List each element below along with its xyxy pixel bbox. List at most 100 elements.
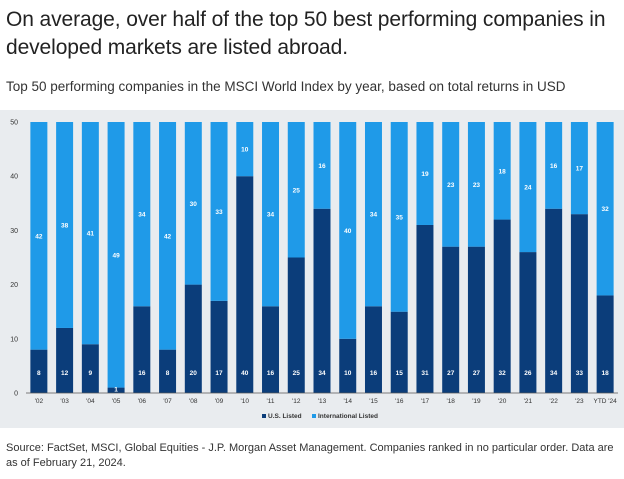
x-tick-label: '20 — [498, 398, 507, 405]
y-tick-label: 30 — [10, 228, 18, 235]
bar-us-listed — [30, 349, 48, 393]
bar-label-international-listed: 23 — [447, 182, 455, 189]
bar-us-listed — [81, 344, 99, 393]
bar-label-us-listed: 16 — [267, 370, 275, 377]
x-tick-label: '10 — [241, 398, 250, 405]
x-tick-label: '15 — [369, 398, 378, 405]
bars: 8 42 12 38 9 41 1 49 16 34 8 42 20 30 17 33 40 10 16 34 25 25… — [30, 122, 614, 394]
stacked-bar-chart: 0 10 20 30 40 50 8 42 12 38 9 41 1 49 16 34 8 42 20 30 17 33… — [10, 120, 618, 420]
bar-us-listed — [519, 252, 537, 393]
bar-us-listed — [56, 327, 74, 393]
bar-label-international-listed: 40 — [344, 228, 352, 235]
bar-label-international-listed: 16 — [550, 163, 558, 170]
x-tick-label: '14 — [343, 398, 352, 405]
x-tick-label: '21 — [524, 398, 533, 405]
bar-international-listed — [442, 122, 460, 247]
bar-us-listed — [287, 257, 305, 393]
x-tick-label: '17 — [421, 398, 430, 405]
bar-international-listed — [416, 122, 434, 225]
bar-us-listed — [493, 219, 511, 393]
bar-international-listed — [184, 122, 202, 285]
bar-label-us-listed: 31 — [421, 370, 429, 377]
bar-us-listed — [442, 246, 460, 393]
x-tick-label: '02 — [35, 398, 44, 405]
bar-label-international-listed: 42 — [164, 233, 172, 240]
bar-label-us-listed: 40 — [241, 370, 249, 377]
x-tick-label: '12 — [292, 398, 301, 405]
bar-label-international-listed: 10 — [241, 147, 249, 154]
y-tick-label: 20 — [10, 282, 18, 289]
bar-label-international-listed: 30 — [190, 201, 198, 208]
bar-international-listed — [30, 122, 48, 350]
legend-label: International Listed — [318, 413, 378, 420]
bar-international-listed — [570, 122, 588, 215]
bar-label-international-listed: 35 — [396, 214, 404, 221]
bar-label-international-listed: 32 — [602, 206, 610, 213]
legend: U.S. Listed International Listed — [262, 413, 378, 420]
bar-international-listed — [493, 122, 511, 220]
bar-international-listed — [262, 122, 280, 307]
bar-international-listed — [236, 122, 254, 177]
x-tick-label: '23 — [575, 398, 584, 405]
bar-us-listed — [184, 284, 202, 393]
bar-label-us-listed: 16 — [370, 370, 378, 377]
bar-label-us-listed: 25 — [293, 370, 301, 377]
legend-swatch — [262, 414, 266, 418]
bar-label-international-listed: 16 — [318, 163, 326, 170]
x-tick-label: '03 — [60, 398, 69, 405]
x-tick-label: '07 — [163, 398, 172, 405]
y-tick-label: 10 — [10, 336, 18, 343]
bar-international-listed — [390, 122, 408, 312]
bar-international-listed — [596, 122, 614, 296]
x-tick-label: '11 — [267, 398, 275, 405]
bar-label-international-listed: 34 — [138, 212, 146, 219]
bar-international-listed — [210, 122, 228, 301]
bar-us-listed — [133, 306, 151, 393]
bar-label-international-listed: 38 — [61, 222, 69, 229]
bar-label-international-listed: 18 — [499, 168, 507, 175]
bar-label-us-listed: 12 — [61, 370, 69, 377]
y-axis: 0 10 20 30 40 50 — [10, 120, 18, 398]
x-tick-label: '16 — [395, 398, 404, 405]
bar-label-international-listed: 33 — [215, 209, 223, 216]
bar-label-us-listed: 27 — [447, 370, 455, 377]
x-tick-label: '06 — [138, 398, 147, 405]
bar-us-listed — [416, 224, 434, 393]
bar-international-listed — [339, 122, 357, 339]
x-tick-label: '18 — [446, 398, 455, 405]
bar-international-listed — [81, 122, 99, 345]
bar-us-listed — [236, 176, 254, 393]
y-tick-label: 50 — [10, 120, 18, 127]
bar-label-international-listed: 42 — [35, 233, 43, 240]
bar-international-listed — [467, 122, 485, 247]
bar-us-listed — [339, 338, 357, 393]
x-tick-label: '05 — [112, 398, 121, 405]
bar-label-international-listed: 41 — [87, 231, 95, 238]
bar-label-us-listed: 18 — [602, 370, 610, 377]
bar-international-listed — [287, 122, 305, 258]
bar-label-international-listed: 49 — [112, 252, 120, 259]
bar-label-us-listed: 9 — [89, 370, 93, 377]
bar-label-international-listed: 19 — [421, 171, 429, 178]
bar-us-listed — [262, 306, 280, 393]
bar-international-listed — [56, 122, 74, 328]
bar-label-us-listed: 32 — [499, 370, 507, 377]
bar-international-listed — [133, 122, 151, 307]
bar-us-listed — [159, 349, 177, 393]
bar-label-international-listed: 24 — [524, 185, 532, 192]
y-tick-label: 40 — [10, 174, 18, 181]
x-tick-label: '22 — [549, 398, 558, 405]
chart-area: 0 10 20 30 40 50 8 42 12 38 9 41 1 49 16 34 8 42 20 30 17 33… — [0, 110, 624, 428]
bar-label-international-listed: 25 — [293, 187, 301, 194]
chart-title: On average, over half of the top 50 best… — [6, 8, 606, 59]
source-note: Source: FactSet, MSCI, Global Equities -… — [6, 442, 614, 469]
bar-label-us-listed: 8 — [37, 370, 41, 377]
bar-label-us-listed: 16 — [138, 370, 146, 377]
y-tick-label: 0 — [14, 391, 18, 398]
bar-label-us-listed: 1 — [114, 387, 118, 394]
x-tick-label: '09 — [215, 398, 224, 405]
bar-us-listed — [210, 300, 228, 393]
bar-international-listed — [364, 122, 382, 307]
bar-us-listed — [313, 208, 331, 393]
bar-label-us-listed: 17 — [215, 370, 223, 377]
